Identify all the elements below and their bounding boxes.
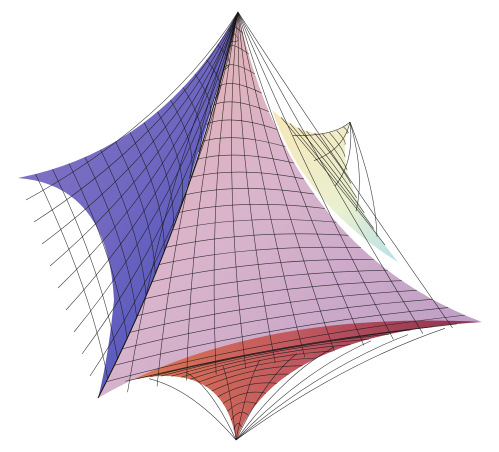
mesh-lines — [25, 11, 465, 441]
mesh-line — [182, 87, 202, 153]
mesh-line — [84, 156, 138, 319]
mesh-line — [208, 119, 277, 130]
mesh-line — [157, 111, 183, 204]
bottom-face — [112, 319, 482, 440]
mesh-line — [148, 378, 237, 441]
mesh-line — [280, 117, 386, 246]
mesh-line — [180, 344, 351, 378]
mesh-line — [197, 357, 318, 383]
mesh-line — [306, 130, 357, 199]
mesh-line — [89, 11, 239, 377]
mesh-line — [298, 127, 365, 214]
mesh-line — [125, 323, 457, 382]
mesh-line — [143, 122, 174, 228]
mesh-line — [159, 246, 361, 265]
mesh-line — [237, 11, 335, 352]
mesh-line — [106, 314, 465, 383]
mesh-line — [329, 132, 346, 157]
mesh-line — [114, 307, 449, 366]
mesh-line — [100, 149, 147, 297]
mesh-line — [41, 11, 239, 245]
crease — [97, 11, 239, 399]
mesh-line — [171, 338, 370, 377]
mesh-line — [349, 121, 360, 212]
mesh-line — [205, 365, 303, 387]
mesh-line — [235, 359, 261, 441]
mesh-line — [68, 163, 128, 340]
mesh-line — [217, 382, 277, 398]
mesh-line — [230, 411, 249, 421]
mesh-line — [349, 121, 378, 237]
mesh-line — [237, 11, 394, 340]
mesh-line — [185, 372, 237, 441]
mesh-line — [213, 11, 239, 375]
mesh-line — [144, 270, 388, 299]
mesh-line — [49, 11, 239, 267]
mesh-line — [185, 188, 315, 196]
left-face — [18, 12, 238, 398]
mesh-line — [237, 11, 276, 363]
mesh-line — [237, 11, 453, 329]
mesh-line — [129, 132, 165, 252]
mesh-line — [65, 11, 239, 311]
mesh-line — [137, 280, 402, 316]
mesh-line — [343, 126, 349, 134]
mesh-line — [336, 130, 346, 145]
mesh-line — [129, 290, 417, 333]
mesh-line — [235, 334, 409, 441]
mesh-line — [73, 11, 239, 333]
mesh-line — [313, 121, 351, 161]
mesh-line — [57, 11, 239, 289]
mesh-line — [292, 121, 351, 136]
mesh-line — [186, 11, 239, 381]
mesh-line — [127, 11, 239, 393]
mesh-line — [197, 154, 295, 164]
mesh-line — [227, 401, 257, 412]
mesh-line — [231, 25, 244, 34]
mesh-line — [170, 99, 193, 178]
mesh-line — [218, 83, 262, 94]
mesh-line — [334, 121, 352, 187]
mesh-line — [222, 365, 237, 441]
mesh-line — [235, 340, 372, 441]
mesh-line — [237, 11, 424, 334]
mesh-line — [211, 373, 289, 392]
mesh-line — [289, 123, 374, 229]
mesh-line — [189, 350, 334, 380]
mesh-line — [231, 11, 246, 369]
mesh-line — [237, 11, 365, 346]
mesh-line — [235, 328, 446, 441]
mesh-line — [217, 44, 230, 71]
mesh-line — [213, 101, 269, 112]
mesh-line — [191, 171, 305, 180]
mesh-line — [122, 298, 433, 350]
mesh-line — [237, 11, 306, 358]
mesh-line — [160, 333, 390, 377]
mesh-line — [25, 11, 239, 201]
mesh-line — [172, 219, 337, 231]
mesh-line — [115, 141, 156, 275]
mesh-line — [165, 233, 349, 248]
mesh-line — [52, 169, 118, 360]
mesh-line — [235, 346, 335, 441]
mesh-line — [33, 11, 239, 223]
mesh-line — [314, 132, 352, 184]
mesh-line — [235, 353, 298, 441]
